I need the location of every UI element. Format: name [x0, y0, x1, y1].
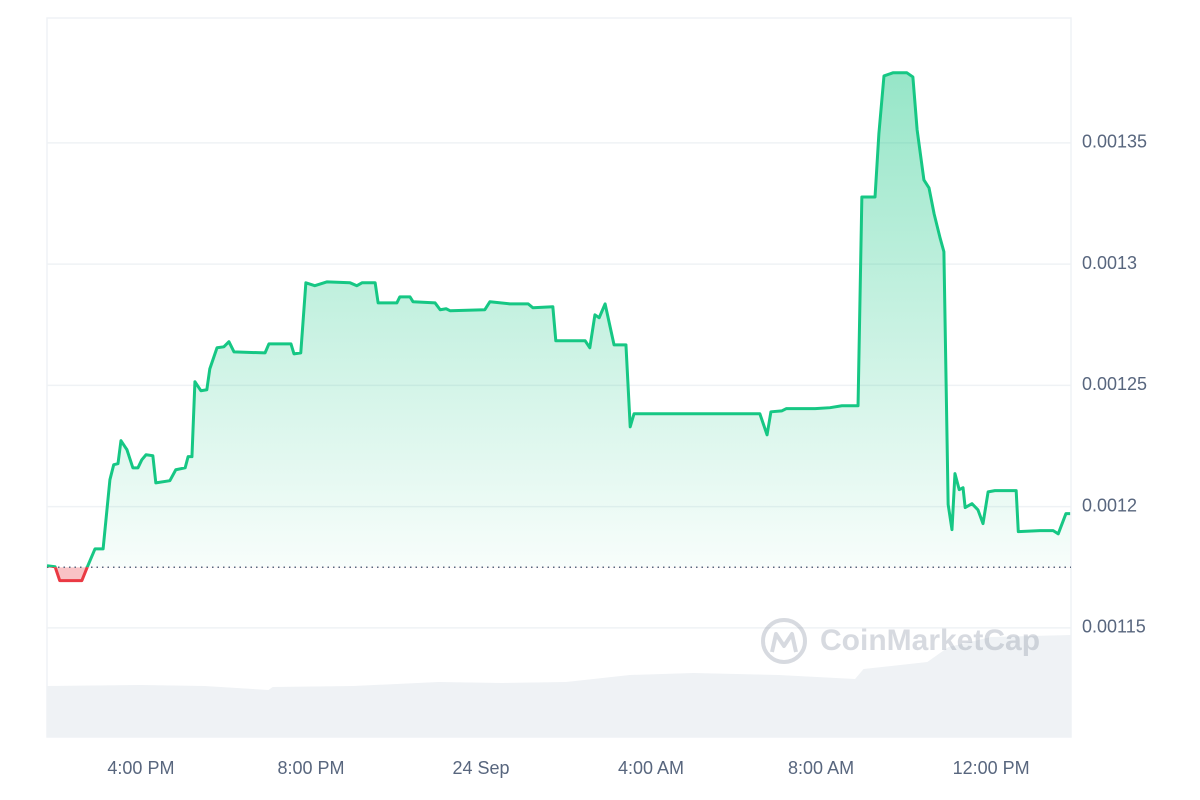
watermark-logo	[770, 632, 798, 653]
y-tick-label: 0.0012	[1082, 495, 1137, 515]
watermark: CoinMarketCap	[761, 618, 1040, 664]
price-area-up	[47, 72, 1071, 568]
x-tick-label: 4:00 AM	[618, 758, 684, 778]
x-tick-label: 4:00 PM	[107, 758, 174, 778]
y-tick-label: 0.00135	[1082, 132, 1147, 152]
price-line-up	[46, 71, 1071, 568]
x-tick-label: 12:00 PM	[953, 758, 1030, 778]
x-tick-label: 8:00 PM	[277, 758, 344, 778]
y-tick-label: 0.00115	[1082, 617, 1146, 637]
watermark-text: CoinMarketCap	[820, 624, 1040, 657]
y-tick-label: 0.00125	[1082, 374, 1147, 394]
volume-area	[47, 635, 1071, 737]
x-tick-label: 24 Sep	[452, 758, 509, 778]
watermark-logo	[761, 618, 807, 664]
y-tick-label: 0.0013	[1082, 253, 1137, 273]
x-tick-label: 8:00 AM	[788, 758, 854, 778]
